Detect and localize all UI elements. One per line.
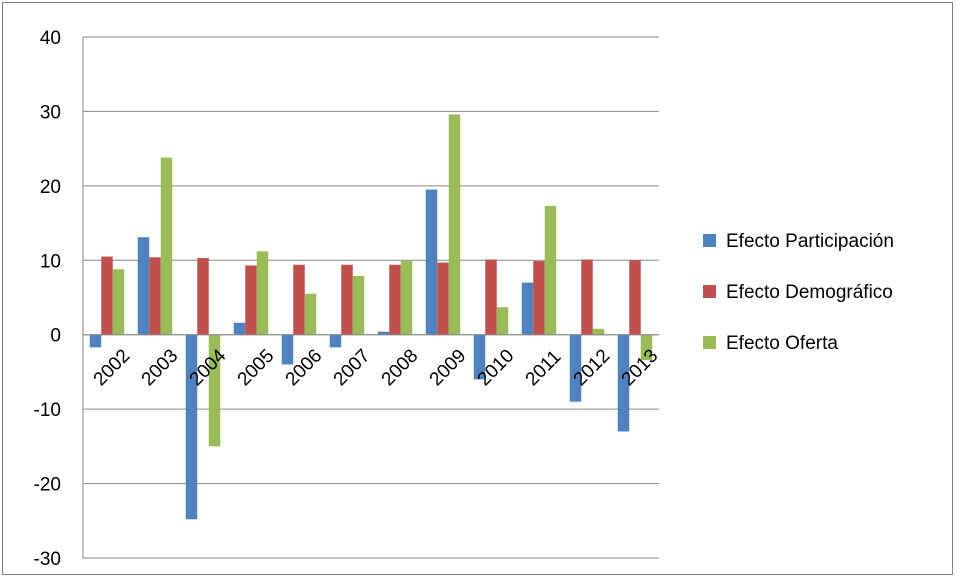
y-tick-label: -10: [34, 400, 61, 421]
bar: [101, 256, 113, 335]
bar: [245, 265, 257, 335]
bar: [569, 334, 582, 402]
bar: [185, 334, 198, 520]
legend-swatch: [703, 336, 716, 349]
bar: [640, 334, 653, 361]
x-tick-label: 2007: [330, 346, 375, 391]
bar: [437, 262, 449, 335]
y-tick-label: 40: [40, 28, 61, 49]
x-tick-label: 2005: [234, 346, 279, 391]
y-tick-label: 0: [50, 326, 61, 347]
bar: [160, 157, 173, 335]
legend-label: Efecto Oferta: [726, 333, 838, 354]
bar: [473, 334, 486, 380]
bar: [256, 251, 269, 335]
bar: [629, 260, 641, 335]
bar: [149, 257, 161, 335]
bar: [617, 334, 630, 432]
legend-swatch: [703, 234, 716, 247]
legend-swatch: [703, 285, 716, 298]
x-tick-label: 2008: [378, 346, 423, 391]
bar: [581, 259, 593, 335]
y-tick-label: -20: [34, 475, 61, 496]
bar: [304, 293, 317, 335]
legend: Efecto Participación Efecto Demográfico Ef…: [703, 231, 894, 354]
bar: [233, 322, 246, 335]
bar: [448, 114, 461, 335]
axes: [82, 37, 659, 558]
bar: [329, 334, 342, 348]
bar: [208, 334, 221, 447]
bar: [293, 264, 305, 335]
y-tick-label: 10: [40, 251, 61, 272]
y-axis-ticks: -30 -20 -10 0 10 20 30 40: [34, 28, 61, 570]
x-tick-label: 2009: [426, 346, 471, 391]
y-tick-label: -30: [34, 549, 61, 570]
x-tick-label: 2003: [138, 346, 183, 391]
bar: [352, 275, 365, 335]
y-tick-label: 30: [40, 102, 61, 123]
bar: [281, 334, 294, 365]
x-tick-label: 2002: [90, 346, 135, 391]
y-tick-label: 20: [40, 177, 61, 198]
bar: [592, 328, 605, 335]
bar: [425, 189, 438, 335]
bar: [137, 237, 150, 335]
bar: [533, 261, 545, 335]
bar: [377, 331, 390, 335]
bar: [112, 269, 125, 335]
legend-label: Efecto Participación: [726, 231, 894, 252]
bar: [89, 334, 102, 348]
bars: [89, 114, 653, 520]
bar: [496, 307, 509, 335]
bar: [485, 259, 497, 335]
bar: [389, 264, 401, 335]
bar: [544, 205, 557, 335]
legend-label: Efecto Demográfico: [726, 282, 893, 303]
bar: [341, 264, 353, 335]
bar: [197, 258, 209, 335]
x-tick-label: 2011: [522, 347, 566, 391]
bar: [400, 261, 413, 335]
bar: [521, 282, 534, 335]
